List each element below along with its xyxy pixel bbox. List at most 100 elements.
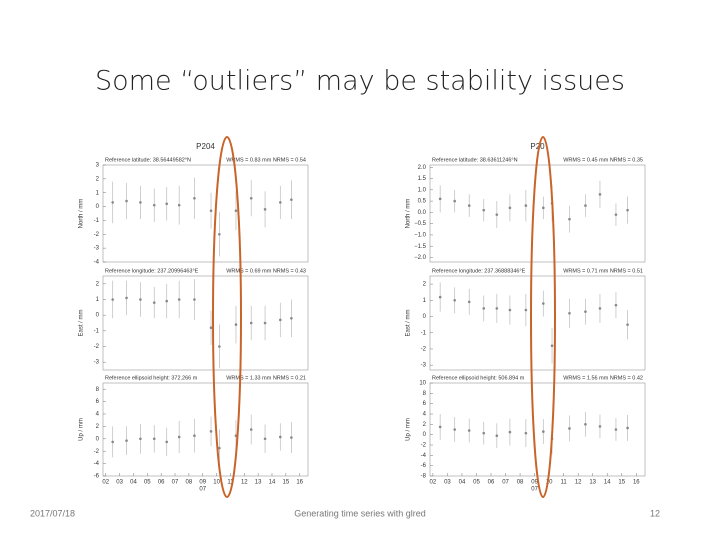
x-tick-label: 09 — [531, 480, 538, 486]
data-point — [193, 196, 196, 200]
y-tick-label: 0 — [423, 314, 427, 320]
y-tick-label: -1 — [94, 328, 100, 334]
x-tick-label: 10 — [546, 480, 553, 486]
slide-footer: Generating time series with glred — [294, 508, 426, 518]
data-point — [482, 431, 486, 435]
data-point — [125, 199, 128, 203]
plot-frame — [429, 382, 646, 477]
y-tick-label: 3 — [96, 163, 100, 169]
data-point — [495, 307, 499, 310]
data-point — [453, 428, 456, 431]
y-tick-label: 1 — [96, 297, 100, 303]
data-point — [614, 303, 618, 307]
x-tick-label: 11 — [561, 480, 568, 486]
x-tick-label: 07 — [502, 480, 509, 486]
y-tick-label: 8 — [96, 387, 100, 393]
data-point — [542, 206, 545, 210]
data-point — [568, 217, 571, 221]
y-axis-label: East / mm — [79, 309, 85, 336]
data-point — [278, 435, 282, 439]
data-point — [290, 198, 293, 201]
y-tick-label: 1.0 — [418, 187, 427, 193]
data-point — [524, 308, 528, 312]
y-tick-label: 10 — [419, 381, 426, 387]
y-tick-label: 0 — [96, 313, 100, 319]
data-point — [234, 209, 238, 213]
data-point — [524, 204, 528, 207]
data-point — [438, 425, 442, 429]
data-point — [125, 296, 128, 300]
data-point — [614, 213, 618, 216]
y-tick-label: 2 — [96, 281, 100, 287]
data-point — [614, 428, 618, 431]
x-tick-label: 16 — [296, 480, 303, 486]
x-tick-label: 02 — [430, 480, 437, 486]
y-tick-label: -6 — [421, 463, 427, 469]
x-tick-label: 14 — [269, 480, 276, 486]
y-tick-label: 2 — [96, 424, 100, 430]
y-tick-label: −2.0 — [414, 255, 427, 261]
y-tick-label: -8 — [421, 474, 427, 480]
x-tick-label: 03 — [116, 480, 123, 486]
data-point — [438, 295, 442, 299]
y-tick-label: -3 — [421, 363, 427, 369]
panel-header: WRMS = 0.69 mm NRMS = 0.43 — [226, 268, 306, 274]
y-tick-label: 2.0 — [418, 165, 427, 171]
data-point — [209, 209, 213, 213]
x-tick-label: 14 — [604, 480, 611, 486]
data-point — [626, 323, 629, 326]
data-point — [234, 323, 238, 326]
y-axis-label: Up / mm — [406, 418, 412, 441]
y-tick-label: -2 — [94, 449, 100, 455]
y-tick-label: 6 — [423, 401, 427, 407]
panel-header: Reference longitude: 237.36888346°E — [432, 268, 526, 274]
x-tick-label: 12 — [575, 480, 582, 486]
data-point — [177, 298, 181, 301]
y-axis-label: Up / mm — [79, 418, 85, 441]
data-point — [165, 202, 169, 206]
y-tick-label: 0 — [96, 204, 100, 210]
y-tick-label: 0.5 — [418, 199, 427, 205]
x-tick-label: 11 — [227, 480, 234, 486]
plot-frame — [429, 164, 646, 263]
y-tick-label: -3 — [94, 246, 100, 252]
x-tick-note: 07 — [199, 487, 206, 493]
x-tick-label: 09 — [199, 480, 206, 486]
data-point — [467, 429, 471, 432]
data-point — [125, 439, 128, 442]
plot-frame — [102, 382, 309, 477]
data-point — [495, 213, 499, 216]
data-point — [598, 425, 602, 428]
x-tick-label: 06 — [158, 480, 165, 486]
data-point — [278, 201, 282, 204]
y-tick-label: -2 — [94, 232, 100, 238]
y-tick-label: 2 — [423, 282, 427, 288]
x-tick-label: 15 — [618, 480, 625, 486]
highlight-ellipse — [212, 136, 242, 498]
data-point — [495, 434, 499, 438]
data-point — [165, 299, 169, 303]
data-point — [218, 345, 221, 348]
panel-header: Reference ellipsoid height: 506.894 m — [432, 375, 525, 381]
panel-header: Reference latitude: 38.56449582°N — [105, 157, 191, 163]
y-tick-label: 0 — [423, 432, 427, 438]
data-point — [626, 208, 629, 212]
slide-title: Some “outliers” may be stability issues — [95, 66, 625, 97]
y-axis-label: North / mm — [79, 199, 85, 229]
x-tick-label: 04 — [459, 480, 466, 486]
panel-header: Reference latitude: 38.63611246°N — [432, 157, 518, 163]
x-tick-label: 06 — [488, 480, 495, 486]
y-tick-label: −1.0 — [414, 233, 427, 239]
data-point — [249, 196, 253, 200]
y-tick-label: 0 — [96, 436, 100, 442]
plot-frame — [102, 275, 309, 371]
x-tick-label: 10 — [213, 480, 220, 486]
data-point — [482, 307, 486, 310]
y-tick-label: 1.5 — [418, 176, 427, 182]
y-tick-label: -2 — [421, 443, 427, 449]
panel-header: WRMS = 0.83 mm NRMS = 0.54 — [226, 157, 306, 163]
y-axis-label: North / mm — [406, 199, 412, 229]
data-point — [508, 308, 512, 312]
y-tick-label: 1 — [96, 190, 100, 196]
